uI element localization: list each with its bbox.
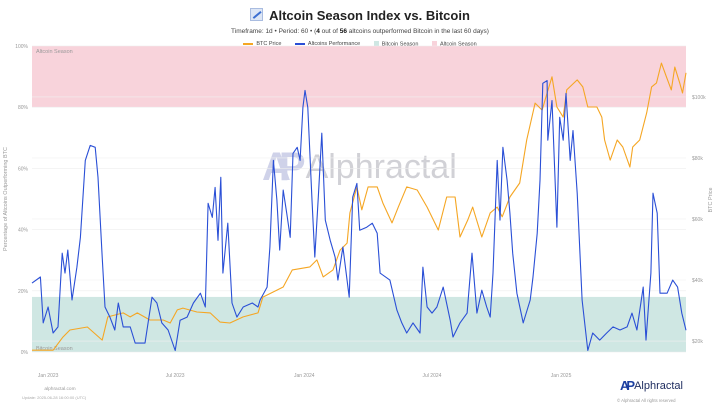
band-altcoin-season <box>32 46 686 108</box>
title-text: Altcoin Season Index vs. Bitcoin <box>269 8 470 23</box>
y-right-tick-label: $100k <box>692 95 706 101</box>
series-line-btc-price <box>32 62 687 351</box>
legend-label: Altcoins Performance <box>307 41 361 48</box>
y-right-tick-label: $60k <box>692 217 703 223</box>
chart-subtitle: Timeframe: 1d • Period: 60 • (4 out of 5… <box>0 28 720 35</box>
legend-item-altcoin-season[interactable]: Altcoin Season <box>431 41 477 48</box>
legend-item-bitcoin-season[interactable]: Bitcoin Season <box>373 41 419 48</box>
footer-copyright: © Alphractal All rights reserved <box>617 398 676 403</box>
x-tick-label: Jan 2023 <box>38 373 59 379</box>
subtitle-mid: out of <box>319 28 340 35</box>
y-left-axis-title: Percentage of Altcoins Outperforming BTC <box>3 147 9 251</box>
legend-label: Bitcoin Season <box>381 41 419 48</box>
y-right-tick-label: $20k <box>692 339 703 345</box>
legend-swatch <box>243 43 254 45</box>
chart-title: Altcoin Season Index vs. Bitcoin <box>0 8 720 23</box>
footer-site: alphractal.com <box>44 387 76 392</box>
y-right-axis-title: BTC Price <box>708 187 714 212</box>
y-right-tick-label: $80k <box>692 156 703 162</box>
legend-item-altcoins-performance[interactable]: Altcoins Performance <box>294 41 361 48</box>
y-left-tick-label: 80% <box>18 105 29 111</box>
band-label-altcoin-season: Altcoin Season <box>36 49 73 55</box>
legend-label: BTC Price <box>256 41 282 48</box>
x-tick-label: Jul 2024 <box>423 373 442 379</box>
outperform-count: 4 <box>316 28 320 35</box>
legend-swatch <box>431 41 437 47</box>
alphractal-logo-icon: AP <box>620 378 635 393</box>
legend-item-btc-price[interactable]: BTC Price <box>243 41 281 47</box>
y-left-tick-label: 100% <box>15 44 28 50</box>
x-tick-label: Jul 2023 <box>166 373 185 379</box>
y-right-tick-label: $40k <box>692 278 703 284</box>
watermark-text: Alphractal <box>305 148 457 186</box>
chart-increasing-icon <box>250 8 264 21</box>
band-bitcoin-season <box>32 296 686 352</box>
y-left-tick-label: 0% <box>21 350 29 356</box>
altcoin-total: 56 <box>339 28 347 35</box>
footer-update-time: Update: 2025-06-28 16:00:00 (UTC) <box>22 395 87 400</box>
x-tick-label: Jan 2025 <box>551 373 572 379</box>
series-line-altcoins-performance <box>31 80 687 352</box>
y-left-tick-label: 40% <box>18 228 29 234</box>
subtitle-prefix: Timeframe: 1d • Period: 60 • ( <box>231 28 317 35</box>
legend: BTC Price Altcoins Performance Bitcoin S… <box>0 41 720 47</box>
footer-logo-text: Alphractal <box>634 379 683 392</box>
legend-swatch <box>294 43 305 45</box>
legend-swatch <box>373 41 379 47</box>
y-left-tick-label: 60% <box>18 166 29 172</box>
subtitle-suffix: altcoins outperformed Bitcoin in the las… <box>346 28 489 35</box>
x-tick-label: Jan 2024 <box>294 373 315 379</box>
legend-label: Altcoin Season <box>439 41 477 48</box>
footer-logo: AP Alphractal <box>620 378 683 393</box>
y-left-tick-label: 20% <box>18 289 29 295</box>
